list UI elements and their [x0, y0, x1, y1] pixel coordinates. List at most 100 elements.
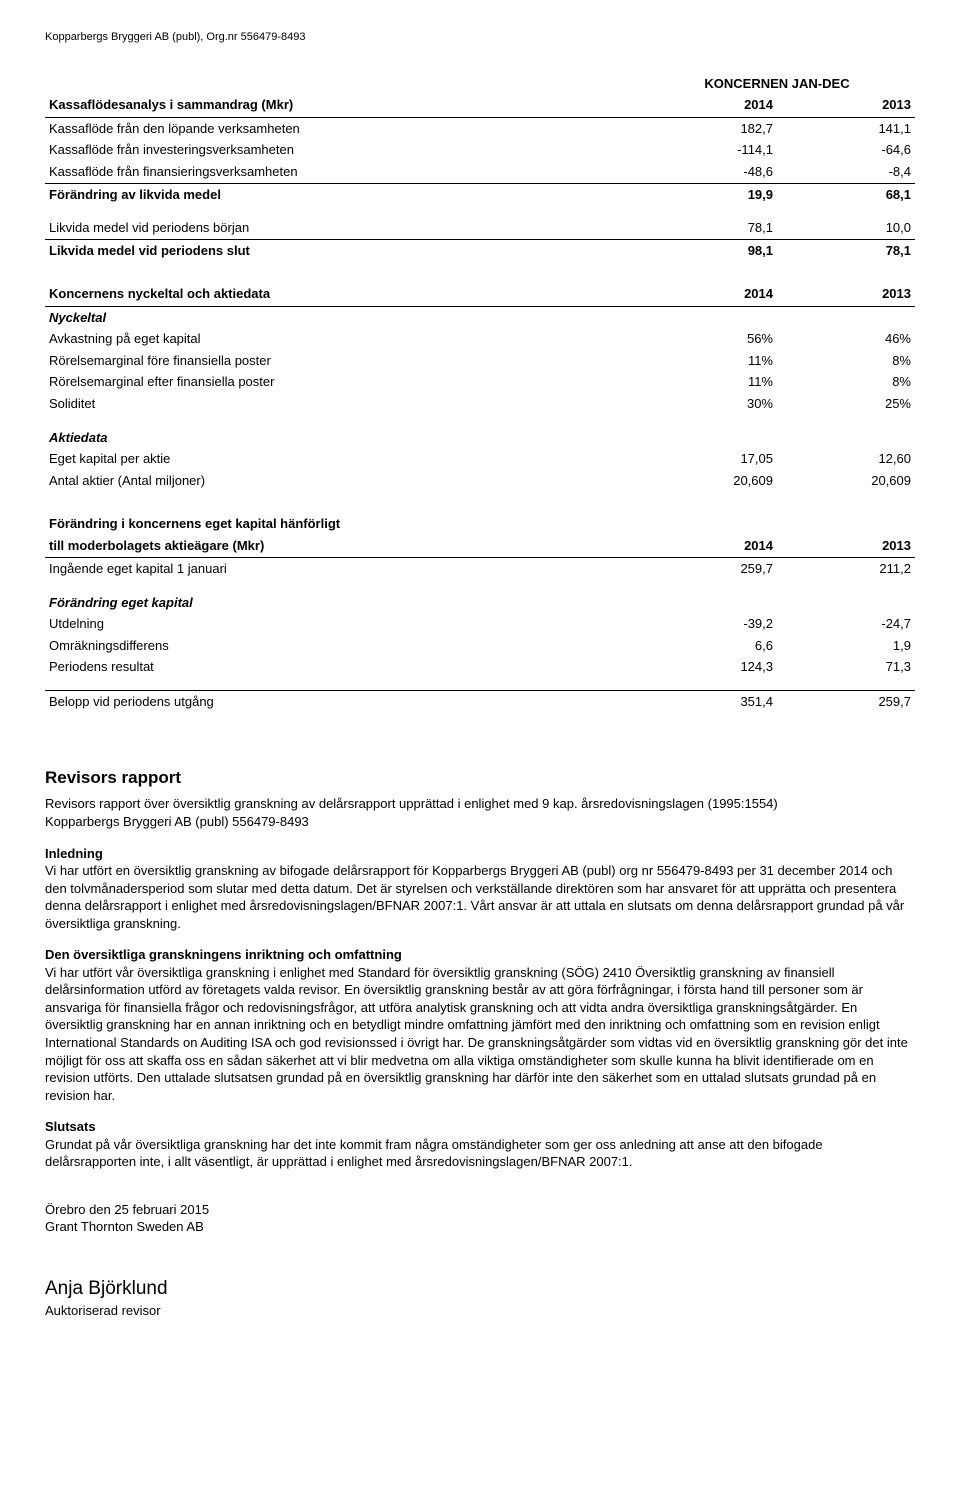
cell-value: 141,1	[777, 117, 915, 139]
opening-row: Ingående eget kapital 1 januari 259,7 21…	[45, 558, 915, 580]
cell-value: 78,1	[777, 239, 915, 261]
cell-label: Kassaflöde från finansieringsverksamhete…	[45, 161, 639, 183]
cell-value: 17,05	[639, 448, 777, 470]
aktiedata-label: Aktiedata	[45, 427, 639, 449]
cell-value: 11%	[639, 371, 777, 393]
change-label: Förändring eget kapital	[45, 592, 639, 614]
keyfigures-table: Koncernens nyckeltal och aktiedata 2014 …	[45, 283, 915, 491]
col-2014: 2014	[639, 94, 777, 117]
cell-label: Avkastning på eget kapital	[45, 328, 639, 350]
keyfig-header-row: Koncernens nyckeltal och aktiedata 2014 …	[45, 283, 915, 306]
cell-label: Periodens resultat	[45, 656, 639, 678]
cell-label: Likvida medel vid periodens slut	[45, 239, 639, 261]
cell-value: 30%	[639, 393, 777, 415]
cell-label: Antal aktier (Antal miljoner)	[45, 470, 639, 492]
signer-title: Auktoriserad revisor	[45, 1302, 915, 1320]
table-row: Utdelning -39,2 -24,7	[45, 613, 915, 635]
cell-value: 11%	[639, 350, 777, 372]
cell-value: 46%	[777, 328, 915, 350]
signature-block: Örebro den 25 februari 2015 Grant Thornt…	[45, 1201, 915, 1319]
table-row: Soliditet 30% 25%	[45, 393, 915, 415]
scope-label: Den översiktliga granskningens inriktnin…	[45, 947, 402, 962]
scope-text: Vi har utfört vår översiktliga gransknin…	[45, 965, 908, 1103]
cell-value: 98,1	[639, 239, 777, 261]
table-row: Kassaflöde från finansieringsverksamhete…	[45, 161, 915, 183]
inledning-block: Inledning Vi har utfört en översiktlig g…	[45, 845, 915, 933]
slutsats-text: Grundat på vår översiktliga granskning h…	[45, 1137, 823, 1170]
nyckeltal-label: Nyckeltal	[45, 306, 639, 328]
cell-value: -39,2	[639, 613, 777, 635]
cell-value: 19,9	[639, 183, 777, 205]
konc-label: KONCERNEN JAN-DEC	[639, 73, 915, 95]
equity-title-line2: till moderbolagets aktieägare (Mkr)	[45, 535, 639, 558]
page: Kopparbergs Bryggeri AB (publ), Org.nr 5…	[0, 0, 960, 1379]
report-intro-line1: Revisors rapport över översiktlig gransk…	[45, 796, 778, 811]
col-2013: 2013	[777, 94, 915, 117]
table-row: Avkastning på eget kapital 56% 46%	[45, 328, 915, 350]
cashflow-table: KONCERNEN JAN-DEC Kassaflödesanalys i sa…	[45, 73, 915, 261]
equity-header-row: till moderbolagets aktieägare (Mkr) 2014…	[45, 535, 915, 558]
change-label-row: Förändring eget kapital	[45, 592, 915, 614]
cell-value: 351,4	[639, 690, 777, 712]
cell-value: 71,3	[777, 656, 915, 678]
signer-name: Anja Björklund	[45, 1276, 915, 1302]
cell-label: Rörelsemarginal efter finansiella poster	[45, 371, 639, 393]
cell-value: -48,6	[639, 161, 777, 183]
cell-value: 1,9	[777, 635, 915, 657]
equity-title-line1: Förändring i koncernens eget kapital hän…	[45, 513, 639, 535]
cell-label: Rörelsemarginal före finansiella poster	[45, 350, 639, 372]
cell-label: Belopp vid periodens utgång	[45, 690, 639, 712]
cell-value: 259,7	[777, 690, 915, 712]
col-2014: 2014	[639, 535, 777, 558]
closing-row: Belopp vid periodens utgång 351,4 259,7	[45, 690, 915, 712]
cell-label: Kassaflöde från den löpande verksamheten	[45, 117, 639, 139]
cell-value: -64,6	[777, 139, 915, 161]
cell-value: 8%	[777, 350, 915, 372]
report-heading: Revisors rapport	[45, 767, 915, 790]
equity-table: Förändring i koncernens eget kapital hän…	[45, 513, 915, 712]
cell-value: -24,7	[777, 613, 915, 635]
cell-label: Förändring av likvida medel	[45, 183, 639, 205]
table-row: Rörelsemarginal efter finansiella poster…	[45, 371, 915, 393]
table-row: Periodens resultat 124,3 71,3	[45, 656, 915, 678]
cell-value: 56%	[639, 328, 777, 350]
cell-value: 259,7	[639, 558, 777, 580]
cashflow-sum-row: Förändring av likvida medel 19,9 68,1	[45, 183, 915, 205]
liq-start-row: Likvida medel vid periodens början 78,1 …	[45, 217, 915, 239]
cell-value: 68,1	[777, 183, 915, 205]
scope-block: Den översiktliga granskningens inriktnin…	[45, 946, 915, 1104]
cell-value: 78,1	[639, 217, 777, 239]
report-intro-line2: Kopparbergs Bryggeri AB (publ) 556479-84…	[45, 814, 309, 829]
cell-value: 10,0	[777, 217, 915, 239]
slutsats-block: Slutsats Grundat på vår översiktliga gra…	[45, 1118, 915, 1171]
table-row: Eget kapital per aktie 17,05 12,60	[45, 448, 915, 470]
cell-label: Kassaflöde från investeringsverksamheten	[45, 139, 639, 161]
cell-value: 20,609	[777, 470, 915, 492]
liq-end-row: Likvida medel vid periodens slut 98,1 78…	[45, 239, 915, 261]
table-row: Omräkningsdifferens 6,6 1,9	[45, 635, 915, 657]
cell-label: Omräkningsdifferens	[45, 635, 639, 657]
col-2014: 2014	[639, 283, 777, 306]
table-row: Antal aktier (Antal miljoner) 20,609 20,…	[45, 470, 915, 492]
cell-value: 8%	[777, 371, 915, 393]
cell-value: 6,6	[639, 635, 777, 657]
inledning-label: Inledning	[45, 846, 103, 861]
cell-label: Likvida medel vid periodens början	[45, 217, 639, 239]
cell-value: 124,3	[639, 656, 777, 678]
cashflow-title: Kassaflödesanalys i sammandrag (Mkr)	[45, 94, 639, 117]
keyfig-title: Koncernens nyckeltal och aktiedata	[45, 283, 639, 306]
cell-value: 25%	[777, 393, 915, 415]
cashflow-header-row: Kassaflödesanalys i sammandrag (Mkr) 201…	[45, 94, 915, 117]
place-date: Örebro den 25 februari 2015	[45, 1201, 915, 1219]
cell-label: Soliditet	[45, 393, 639, 415]
cell-value: 20,609	[639, 470, 777, 492]
cell-label: Utdelning	[45, 613, 639, 635]
table-row: Rörelsemarginal före finansiella poster …	[45, 350, 915, 372]
col-2013: 2013	[777, 535, 915, 558]
col-2013: 2013	[777, 283, 915, 306]
nyckeltal-label-row: Nyckeltal	[45, 306, 915, 328]
aktiedata-label-row: Aktiedata	[45, 427, 915, 449]
cell-label: Eget kapital per aktie	[45, 448, 639, 470]
cell-value: -114,1	[639, 139, 777, 161]
konc-label-row: KONCERNEN JAN-DEC	[45, 73, 915, 95]
